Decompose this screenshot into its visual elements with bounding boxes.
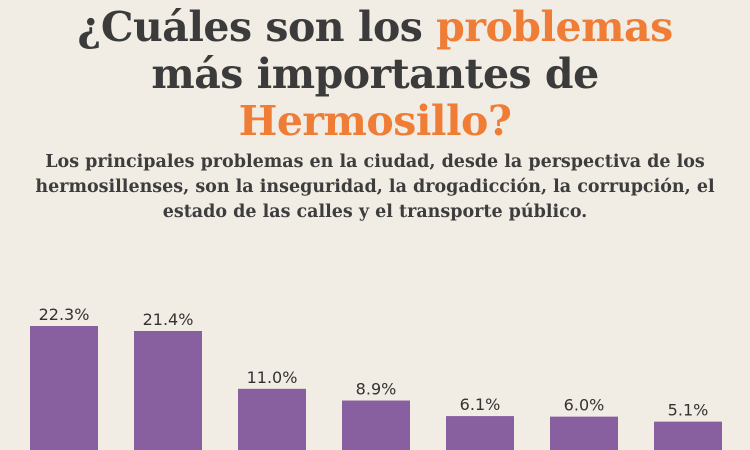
bar-2 — [134, 331, 202, 450]
bar-value-label-1: 22.3% — [39, 305, 90, 324]
bar-1 — [30, 326, 98, 450]
title-line-1: ¿Cuáles son los problemas — [0, 4, 750, 51]
bar-5 — [446, 416, 514, 450]
title-line-3: Hermosillo? — [238, 97, 512, 145]
bar-value-label-4: 8.9% — [356, 380, 397, 399]
bar-6 — [550, 416, 618, 450]
bar-value-label-3: 11.0% — [247, 368, 298, 387]
title-text-1: ¿Cuáles son los — [77, 3, 437, 51]
page-title: ¿Cuáles son los problemas más importante… — [0, 4, 750, 145]
title-accent-1: problemas — [436, 3, 673, 51]
subtitle: Los principales problemas en la ciudad, … — [35, 152, 715, 222]
bar-value-label-5: 6.1% — [460, 395, 501, 414]
bar-4 — [342, 400, 410, 450]
bar-7 — [654, 421, 722, 450]
bar-value-label-6: 6.0% — [564, 396, 605, 415]
title-line-2: más importantes de — [151, 50, 599, 98]
bar-value-label-2: 21.4% — [143, 310, 194, 329]
bar-value-label-7: 5.1% — [668, 401, 709, 420]
bar-3 — [238, 388, 306, 450]
